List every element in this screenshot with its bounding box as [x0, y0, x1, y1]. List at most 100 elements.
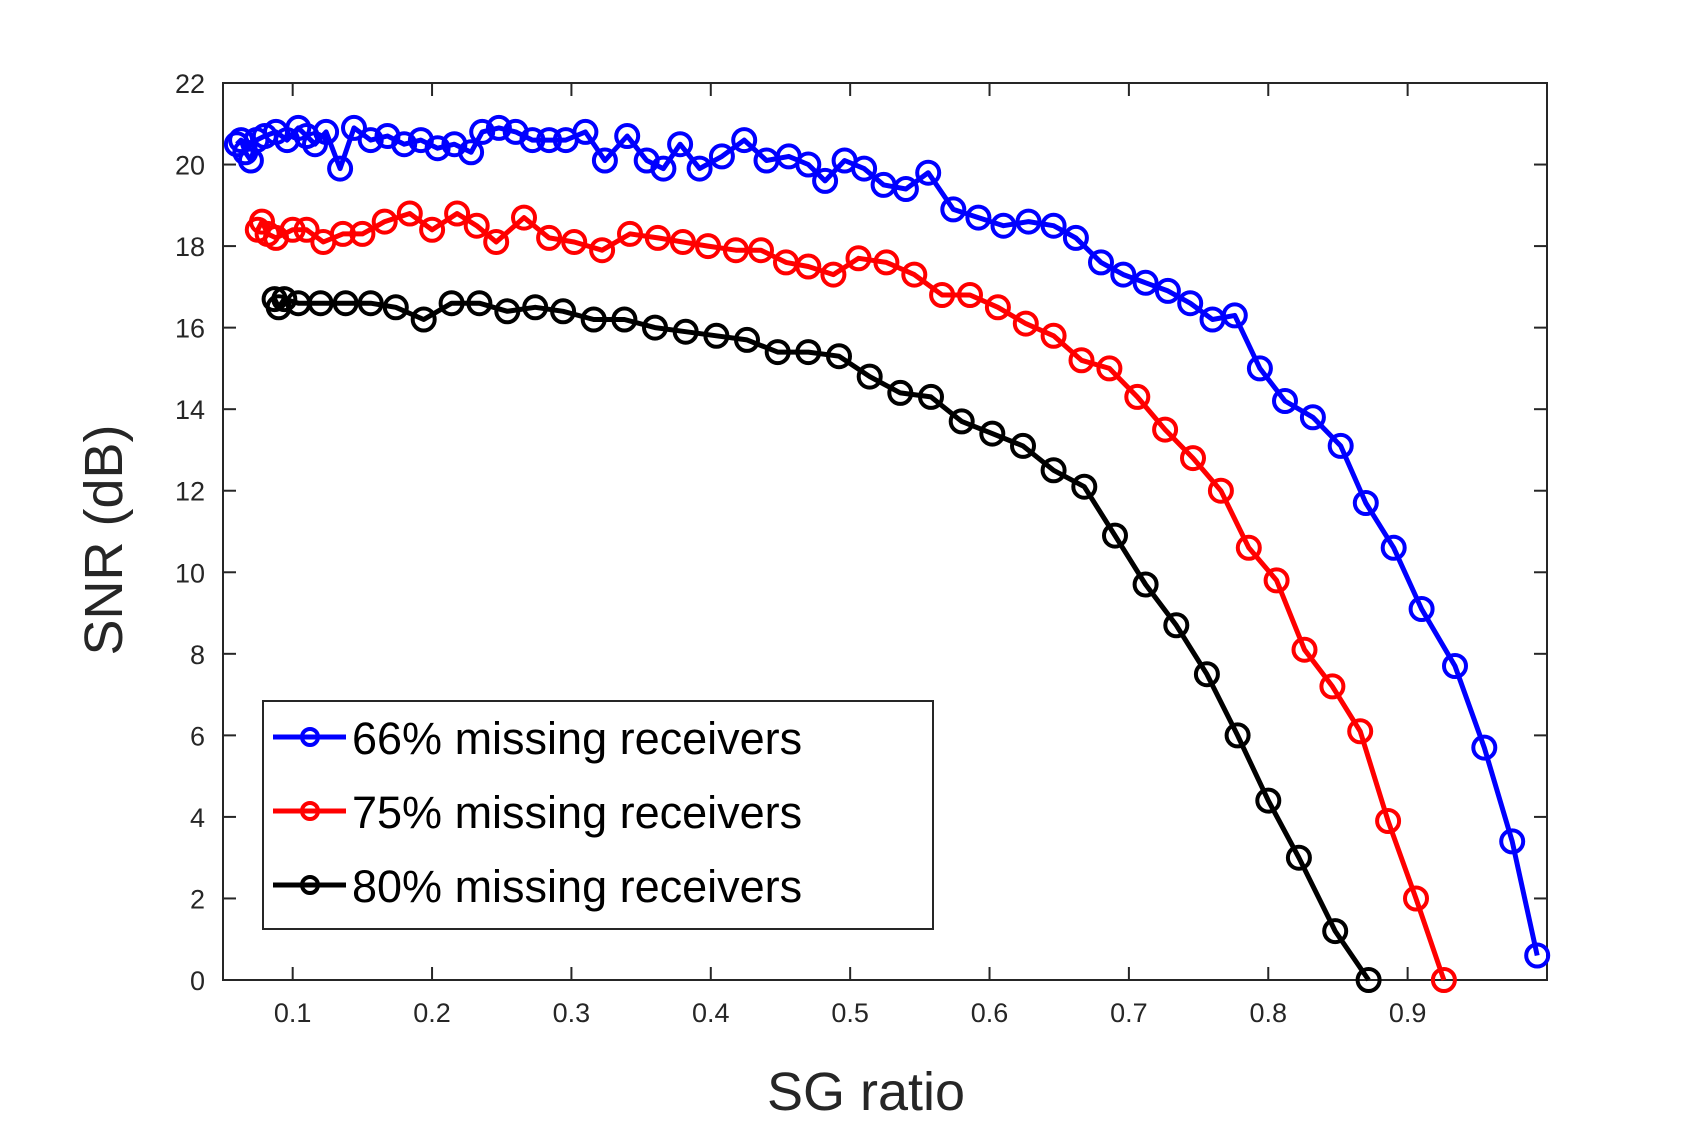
data-point [984, 294, 1011, 321]
y-tick-label: 16 [175, 314, 205, 344]
y-tick-label: 22 [175, 69, 205, 99]
data-point [293, 216, 320, 243]
data-point [1062, 224, 1089, 251]
data-point [511, 204, 537, 231]
data-point [734, 326, 760, 353]
data-point [1068, 347, 1095, 374]
data-point [873, 249, 900, 276]
x-tick-label: 0.6 [971, 998, 1009, 1028]
data-point [1272, 388, 1298, 414]
data-point [1499, 828, 1526, 855]
legend-marker-80 [300, 875, 320, 895]
data-point [1347, 718, 1374, 745]
data-point [1124, 383, 1151, 410]
data-point [382, 294, 409, 321]
y-tick-label: 18 [175, 232, 205, 262]
data-point [444, 200, 471, 227]
data-point [764, 339, 791, 366]
data-point [1177, 290, 1204, 317]
legend-box [262, 700, 934, 930]
data-point [957, 282, 983, 308]
data-point [795, 151, 822, 178]
data-point [279, 216, 306, 243]
data-point [1088, 249, 1114, 276]
data-point [1012, 310, 1039, 337]
data-point [1193, 661, 1220, 688]
data-point [1524, 942, 1551, 969]
y-tick-label: 6 [190, 721, 205, 751]
data-point [371, 208, 398, 235]
data-point [887, 379, 914, 406]
data-point [795, 339, 822, 366]
data-point [650, 155, 677, 182]
data-point [1180, 445, 1206, 472]
data-point [1442, 653, 1468, 679]
data-point [410, 306, 437, 333]
data-point [722, 237, 749, 264]
data-point [1285, 844, 1312, 871]
data-point [731, 127, 758, 154]
y-axis-label: SNR (dB) [74, 424, 134, 655]
data-point [1010, 432, 1036, 459]
data-point [892, 176, 919, 202]
data-point [748, 237, 774, 264]
data-point [686, 155, 713, 182]
data-point [1375, 808, 1402, 834]
data-point [1102, 522, 1128, 549]
data-point [642, 314, 668, 341]
legend-label-66: 66% missing receivers [352, 713, 802, 764]
data-point [856, 363, 883, 390]
data-point [1408, 596, 1435, 622]
x-axis-label: SG ratio [767, 1062, 965, 1122]
data-point [419, 216, 446, 243]
data-point [929, 282, 956, 308]
legend-marker-75 [300, 801, 320, 821]
legend-marker-66 [300, 727, 320, 747]
data-point [228, 127, 255, 154]
x-tick-label: 0.2 [413, 998, 451, 1028]
x-tick-label: 0.9 [1389, 998, 1427, 1028]
data-point [617, 220, 643, 247]
data-point [249, 208, 275, 235]
data-point [1352, 490, 1379, 516]
y-tick-label: 12 [175, 477, 205, 507]
data-point [589, 237, 616, 264]
data-point [1291, 636, 1318, 663]
series-line [255, 211, 1447, 981]
data-point [424, 135, 451, 162]
y-tick-label: 8 [190, 640, 205, 670]
data-point [979, 420, 1006, 447]
series-0 [223, 114, 1551, 969]
x-axis-ticks: 0.1 0.2 0.3 0.4 0.5 0.6 0.7 0.8 0.9 [274, 83, 1426, 1028]
data-point [349, 220, 376, 247]
legend-label-75: 75% missing receivers [352, 787, 802, 838]
data-point [463, 212, 490, 239]
data-point [1040, 212, 1067, 239]
data-point [820, 261, 847, 288]
data-point [703, 322, 730, 349]
series-line [235, 125, 1540, 957]
data-point [1110, 261, 1137, 288]
y-tick-label: 10 [175, 558, 205, 588]
data-point [918, 383, 944, 410]
y-tick-label: 20 [175, 151, 205, 181]
data-point [580, 306, 607, 333]
data-point [357, 290, 384, 317]
series-layer [223, 114, 1551, 993]
y-tick-label: 0 [190, 966, 205, 996]
data-point [1040, 457, 1067, 484]
series-1 [244, 200, 1457, 993]
data-point [1322, 918, 1349, 945]
x-tick-label: 0.5 [831, 998, 869, 1028]
data-point [795, 253, 822, 280]
data-point [669, 229, 696, 255]
data-point [901, 261, 928, 288]
data-point [1015, 208, 1042, 235]
data-point [561, 229, 588, 255]
data-point [667, 131, 694, 158]
data-point [1221, 302, 1248, 329]
x-tick-label: 0.1 [274, 998, 312, 1028]
data-point [438, 290, 465, 317]
data-point [469, 118, 496, 145]
